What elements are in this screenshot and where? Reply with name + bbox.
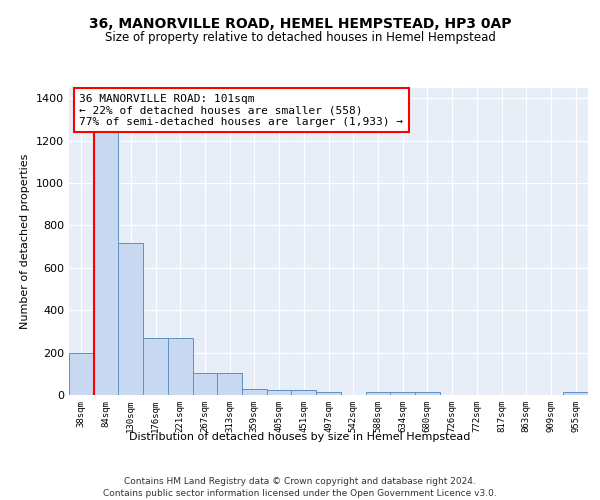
Text: Distribution of detached houses by size in Hemel Hempstead: Distribution of detached houses by size … [130, 432, 470, 442]
Bar [94, 108, 118, 395]
Bar [143, 338, 168, 395]
Text: Size of property relative to detached houses in Hemel Hempstead: Size of property relative to detached ho… [104, 31, 496, 44]
Bar [217, 372, 242, 395]
Bar [415, 392, 440, 395]
Bar [292, 390, 316, 395]
Bar [168, 338, 193, 395]
Text: 36 MANORVILLE ROAD: 101sqm
← 22% of detached houses are smaller (558)
77% of sem: 36 MANORVILLE ROAD: 101sqm ← 22% of deta… [79, 94, 403, 127]
Bar [242, 388, 267, 395]
Y-axis label: Number of detached properties: Number of detached properties [20, 154, 31, 329]
Bar [193, 372, 217, 395]
Text: Contains HM Land Registry data © Crown copyright and database right 2024.: Contains HM Land Registry data © Crown c… [124, 478, 476, 486]
Text: 36, MANORVILLE ROAD, HEMEL HEMPSTEAD, HP3 0AP: 36, MANORVILLE ROAD, HEMEL HEMPSTEAD, HP… [89, 18, 511, 32]
Bar [267, 390, 292, 395]
Bar [118, 242, 143, 395]
Bar [563, 392, 588, 395]
Text: Contains public sector information licensed under the Open Government Licence v3: Contains public sector information licen… [103, 489, 497, 498]
Bar [390, 392, 415, 395]
Bar [365, 392, 390, 395]
Bar [69, 353, 94, 395]
Bar [316, 392, 341, 395]
